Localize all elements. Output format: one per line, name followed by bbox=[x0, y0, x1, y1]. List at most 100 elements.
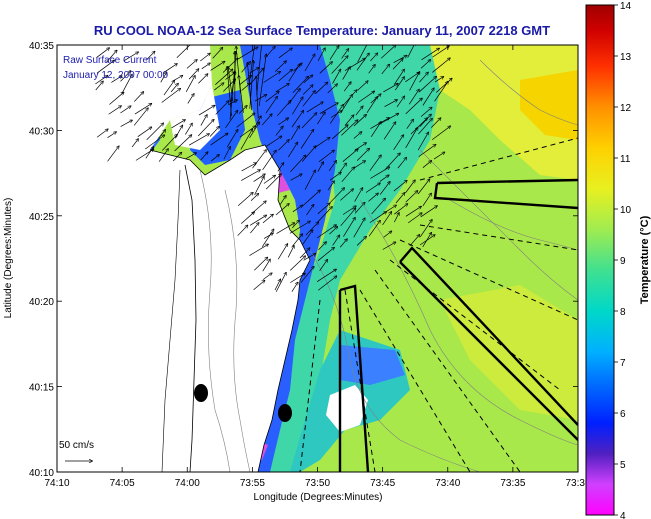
x-tick-label: 74:00 bbox=[175, 478, 200, 489]
current-vector bbox=[420, 206, 437, 218]
current-vector bbox=[188, 134, 209, 146]
current-vector bbox=[318, 150, 334, 163]
current-vector bbox=[120, 71, 131, 82]
current-vector bbox=[301, 146, 316, 162]
current-vector bbox=[253, 280, 265, 291]
current-vector bbox=[289, 221, 310, 234]
current-vector bbox=[368, 65, 375, 74]
current-vector bbox=[342, 67, 351, 80]
current-vector bbox=[319, 62, 332, 74]
current-vector bbox=[256, 45, 262, 95]
current-vector bbox=[170, 84, 178, 93]
current-vector bbox=[275, 126, 283, 136]
y-tick-label: 40:25 bbox=[29, 212, 54, 223]
current-vector bbox=[96, 129, 108, 138]
current-vector bbox=[420, 60, 430, 69]
current-vector bbox=[241, 83, 250, 91]
current-vector bbox=[237, 225, 248, 236]
current-vector bbox=[369, 155, 381, 171]
current-vector bbox=[263, 233, 273, 239]
current-vector bbox=[266, 136, 281, 147]
current-vector bbox=[331, 56, 348, 74]
x-axis-label: Longitude (Degrees:Minutes) bbox=[254, 492, 383, 503]
land-mass bbox=[57, 45, 310, 472]
current-vector bbox=[215, 101, 229, 115]
current-vector bbox=[418, 118, 432, 135]
current-vector bbox=[276, 101, 291, 117]
current-vector bbox=[241, 163, 257, 172]
y-axis-ticks: 40:35 40:30 40:25 40:20 40:15 40:10 bbox=[29, 41, 578, 479]
current-vector bbox=[302, 91, 315, 107]
current-vector bbox=[356, 53, 369, 71]
current-vector bbox=[187, 94, 194, 104]
current-vector bbox=[109, 92, 123, 105]
current-vector bbox=[358, 91, 374, 103]
current-vector bbox=[275, 204, 289, 216]
current-vector bbox=[302, 190, 320, 206]
current-vector bbox=[328, 161, 336, 172]
current-vector bbox=[327, 84, 338, 94]
current-vector bbox=[290, 174, 302, 181]
current-vector bbox=[287, 246, 294, 258]
current-vector bbox=[300, 267, 314, 283]
current-vector bbox=[240, 212, 254, 224]
current-vector bbox=[248, 45, 255, 84]
current-vector bbox=[262, 273, 272, 280]
current-vector bbox=[261, 229, 273, 247]
current-vector bbox=[317, 207, 333, 223]
current-vector bbox=[304, 54, 315, 72]
current-vector bbox=[254, 177, 264, 195]
current-vector bbox=[357, 81, 368, 91]
y-tick-label: 40:15 bbox=[29, 383, 54, 394]
colorbar-tick-label: 11 bbox=[620, 154, 631, 165]
current-vector bbox=[393, 180, 407, 192]
colorbar-tick-label: 14 bbox=[620, 1, 632, 12]
current-vector bbox=[383, 84, 398, 93]
current-vector bbox=[241, 170, 260, 181]
current-vector bbox=[145, 147, 154, 159]
current-vector bbox=[329, 172, 341, 181]
current-vector bbox=[370, 53, 377, 62]
current-vector bbox=[384, 100, 398, 108]
current-vector bbox=[316, 225, 336, 239]
current-vector bbox=[431, 126, 450, 141]
current-vector bbox=[158, 149, 168, 162]
current-vector bbox=[343, 218, 355, 237]
current-vector bbox=[383, 122, 395, 140]
current-vector bbox=[223, 147, 231, 160]
current-vector bbox=[249, 244, 269, 256]
current-vector bbox=[225, 111, 237, 129]
current-vector bbox=[278, 48, 292, 59]
current-vector bbox=[275, 84, 289, 93]
current-vector bbox=[160, 72, 167, 83]
cold-water-patch-offshore bbox=[340, 345, 405, 385]
current-vector bbox=[121, 74, 133, 95]
colorbar-label: Temperature (°C) bbox=[639, 215, 651, 304]
current-vector bbox=[329, 227, 337, 235]
bathymetry-contours bbox=[199, 59, 578, 472]
current-vector bbox=[274, 61, 286, 72]
current-vector bbox=[106, 50, 116, 63]
shipping-lanes bbox=[338, 178, 578, 472]
current-vector bbox=[392, 59, 403, 70]
current-vector bbox=[185, 153, 196, 160]
current-vector bbox=[344, 115, 354, 126]
current-vector bbox=[146, 123, 164, 141]
current-vector bbox=[434, 77, 443, 83]
current-vector bbox=[366, 97, 378, 113]
current-vector bbox=[340, 208, 356, 227]
current-vector bbox=[302, 230, 313, 245]
current-vector bbox=[252, 150, 266, 169]
current-vector bbox=[405, 206, 421, 217]
current-vector bbox=[422, 88, 434, 106]
current-vector bbox=[354, 188, 363, 202]
current-vector bbox=[254, 257, 267, 271]
current-vector bbox=[395, 193, 405, 204]
current-vector bbox=[236, 113, 255, 128]
current-vector bbox=[200, 115, 207, 126]
current-vector bbox=[292, 220, 299, 229]
current-vector bbox=[200, 152, 208, 161]
current-vector bbox=[261, 114, 272, 126]
current-vector bbox=[250, 223, 258, 234]
current-vector bbox=[381, 64, 390, 75]
